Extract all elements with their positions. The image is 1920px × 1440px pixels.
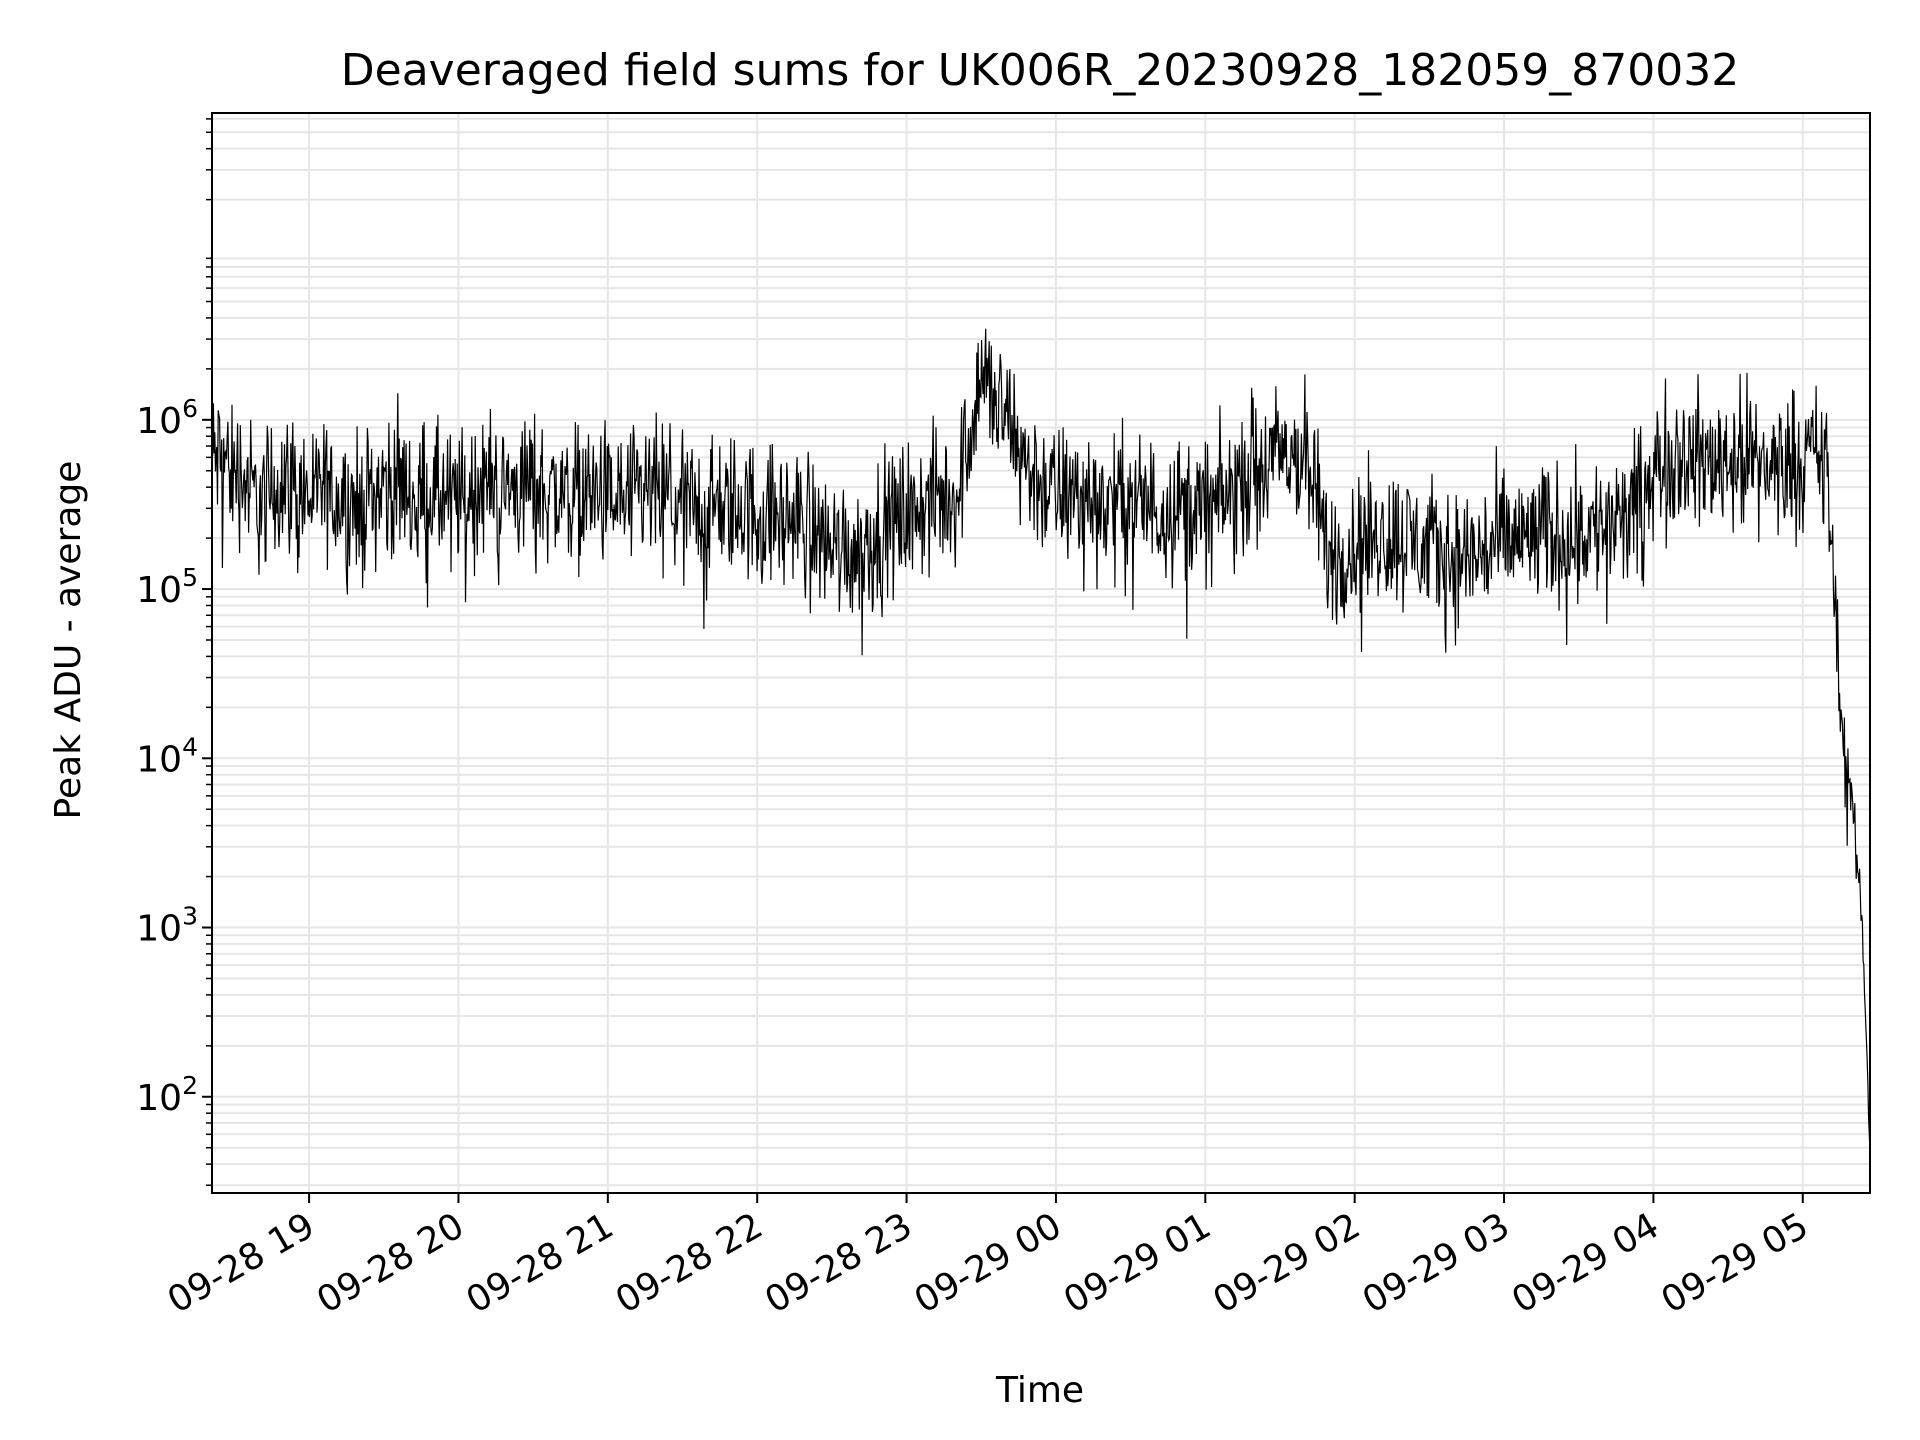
y-tick-label: 104 bbox=[136, 732, 198, 780]
series-line bbox=[211, 328, 1871, 1154]
y-tick-label: 106 bbox=[136, 394, 198, 442]
y-tick-label: 105 bbox=[136, 563, 198, 611]
x-axis-label: Time bbox=[995, 1370, 1084, 1411]
y-tick-label: 102 bbox=[136, 1071, 198, 1119]
y-axis-label: Peak ADU - average bbox=[48, 461, 89, 820]
series-layer bbox=[211, 328, 1871, 1154]
y-tick-label: 103 bbox=[136, 902, 198, 950]
plot-frame bbox=[211, 112, 1871, 1194]
grid bbox=[212, 113, 1870, 1193]
chart-title: Deaveraged field sums for UK006R_2023092… bbox=[341, 45, 1739, 96]
